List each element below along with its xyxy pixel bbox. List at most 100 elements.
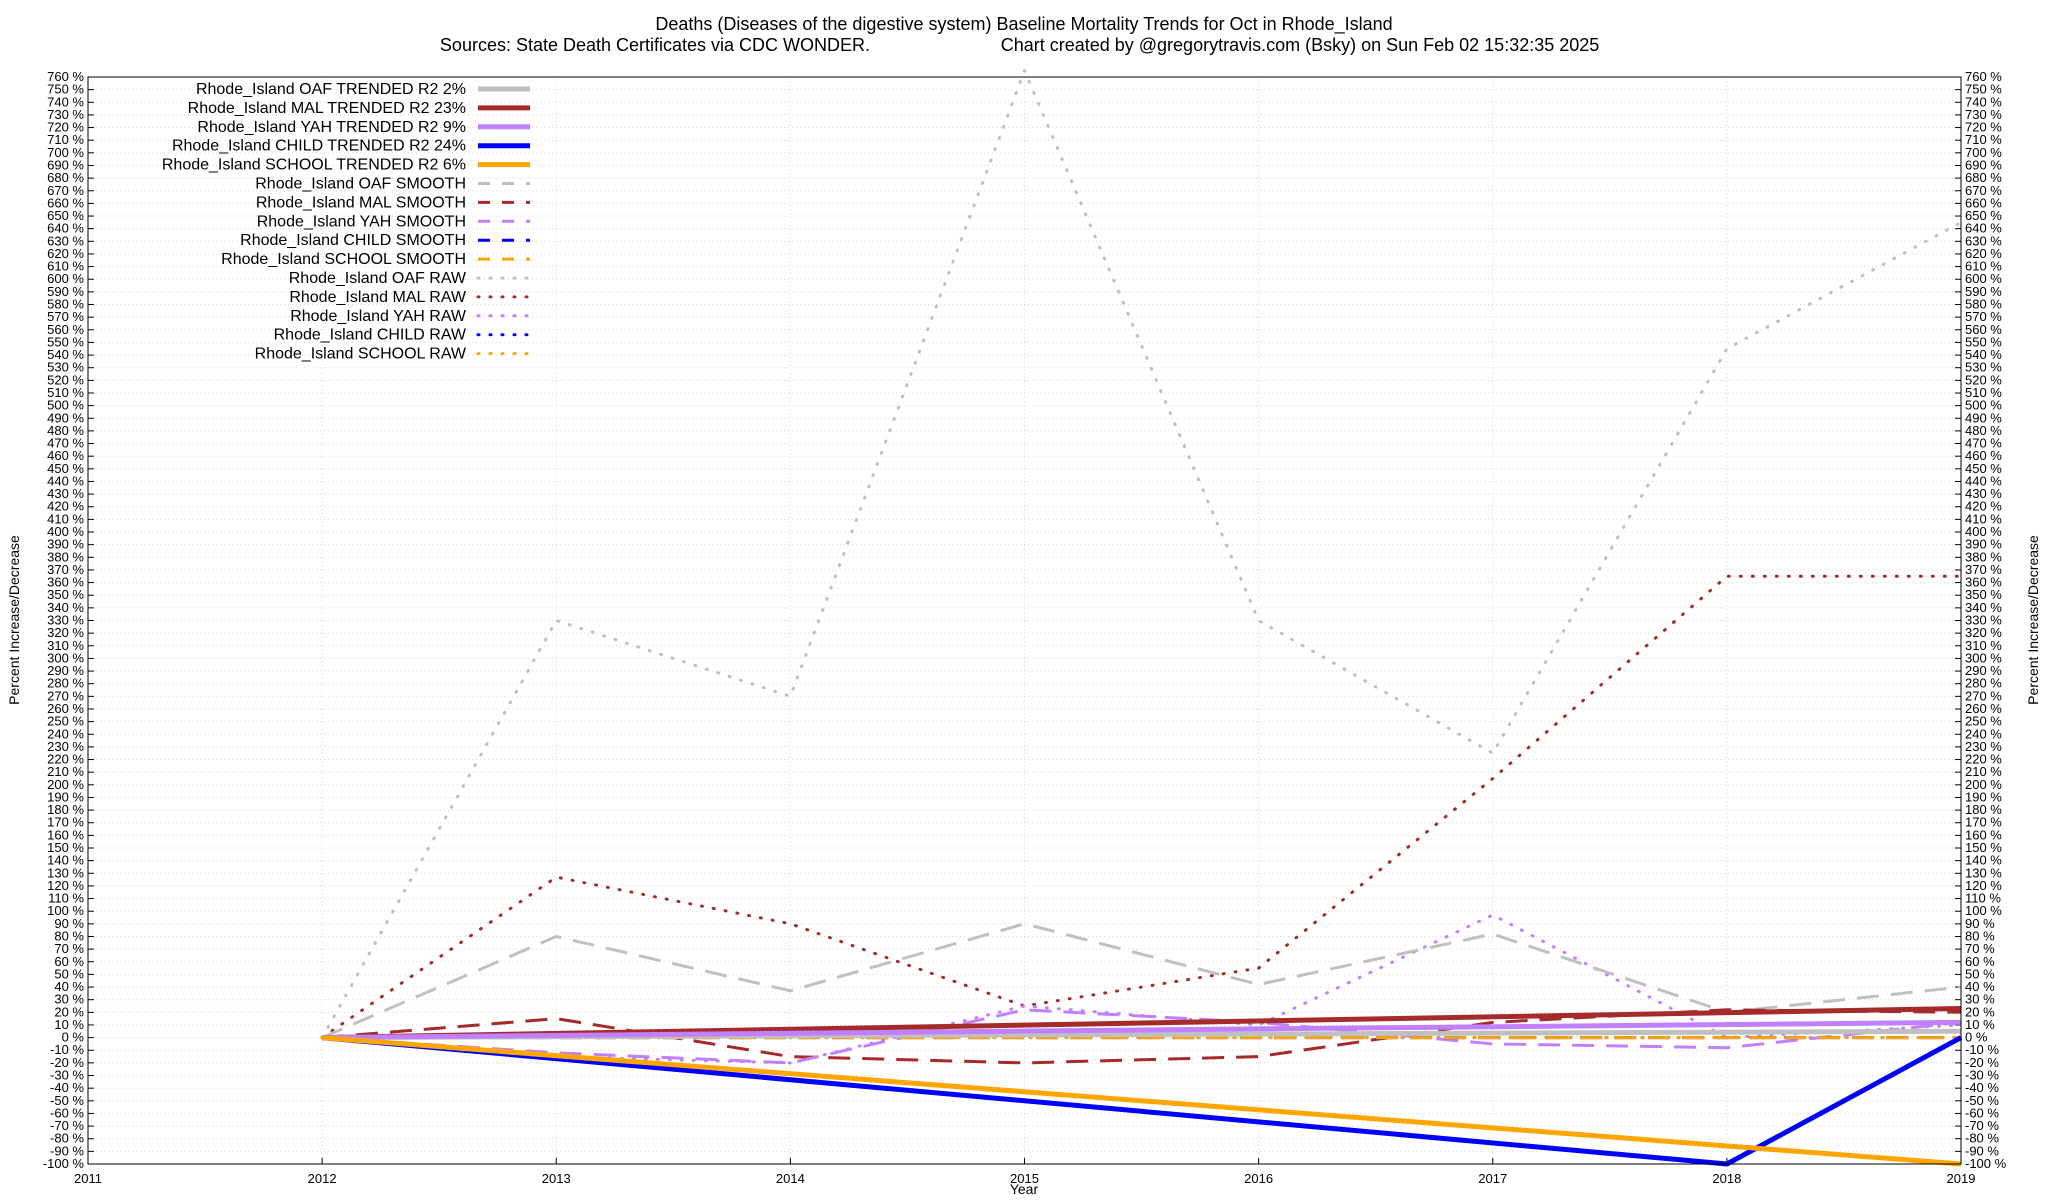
y-tick-label-left: 100 % [47, 903, 84, 918]
y-tick-label-left: -30 % [50, 1068, 84, 1083]
y-tick-label-right: 590 % [1965, 284, 2002, 299]
y-tick-label-left: 50 % [54, 966, 84, 981]
y-tick-label-left: 290 % [47, 663, 84, 678]
y-tick-label-right: 740 % [1965, 94, 2002, 109]
series-line-dotted-rhode-island-mal-raw [320, 574, 1963, 1040]
y-tick-label-left: -90 % [50, 1143, 84, 1158]
y-tick-label-right: 140 % [1965, 853, 2002, 868]
series-layer [320, 69, 1963, 1167]
y-tick-label-right: 190 % [1965, 789, 2002, 804]
y-tick-label-right: 600 % [1965, 271, 2002, 286]
y-tick-label-right: 250 % [1965, 714, 2002, 729]
y-tick-label-left: 150 % [47, 840, 84, 855]
series-line-dotted-rhode-island-oaf-raw [320, 69, 1963, 1040]
y-tick-label-left: -60 % [50, 1105, 84, 1120]
y-tick-label-right: 530 % [1965, 360, 2002, 375]
y-tick-label-left: 380 % [47, 549, 84, 564]
y-tick-label-left: 760 % [47, 69, 84, 84]
y-tick-label-left: 360 % [47, 575, 84, 590]
y-tick-label-left: 220 % [47, 752, 84, 767]
y-tick-label-left: 300 % [47, 650, 84, 665]
y-tick-label-left: 330 % [47, 613, 84, 628]
y-tick-label-left: 130 % [47, 865, 84, 880]
series-line-solid-rhode-island-yah-trended-r [322, 1019, 1962, 1041]
x-ticks: 2011 2012 2013 2014 2015 2016 2017 2018 2019 [74, 1171, 1975, 1186]
y-tick-label-left: 170 % [47, 815, 84, 830]
y-tick-label-right: 80 % [1965, 928, 1995, 943]
y-tick-label-left: 80 % [54, 928, 84, 943]
y-tick-label-left: 420 % [47, 499, 84, 514]
y-tick-label-left: 470 % [47, 436, 84, 451]
y-tick-label-right: -80 % [1965, 1131, 1999, 1146]
y-tick-label-left: 440 % [47, 473, 84, 488]
y-tick-label-left: 430 % [47, 486, 84, 501]
y-tick-label-left: 650 % [47, 208, 84, 223]
y-tick-label-left: 680 % [47, 170, 84, 185]
y-tick-label-right: 760 % [1965, 69, 2002, 84]
series-line-solid-rhode-island-school-trended-r [321, 1035, 1962, 1167]
y-tick-label-right: 470 % [1965, 436, 2002, 451]
y-tick-label-left: 10 % [54, 1017, 84, 1032]
y-tick-label-right: 480 % [1965, 423, 2002, 438]
y-tick-label-left: 260 % [47, 701, 84, 716]
y-tick-label-right: -10 % [1965, 1042, 1999, 1057]
y-tick-label-left: 610 % [47, 259, 84, 274]
y-tick-label-right: 120 % [1965, 878, 2002, 893]
y-tick-label-right: 400 % [1965, 524, 2002, 539]
y-tick-label-right: -30 % [1965, 1068, 1999, 1083]
y-tick-label-left: -80 % [50, 1131, 84, 1146]
y-tick-label-right: 200 % [1965, 777, 2002, 792]
y-tick-label-left: 410 % [47, 511, 84, 526]
y-tick-label-right: 300 % [1965, 650, 2002, 665]
y-tick-label-right: -50 % [1965, 1093, 1999, 1108]
y-tick-label-left: 500 % [47, 398, 84, 413]
y-tick-label-left: 20 % [54, 1004, 84, 1019]
y-tick-label-right: 430 % [1965, 486, 2002, 501]
legend-label: Rhode_Island YAH RAW [290, 308, 467, 325]
y-tick-label-right: -70 % [1965, 1118, 1999, 1133]
y-tick-label-right: 460 % [1965, 448, 2002, 463]
y-tick-label-right: -60 % [1965, 1105, 1999, 1120]
y-tick-label-left: 210 % [47, 764, 84, 779]
y-tick-label-right: 90 % [1965, 916, 1995, 931]
y-tick-label-right: 320 % [1965, 625, 2002, 640]
y-tick-label-left: 270 % [47, 688, 84, 703]
y-tick-label-left: 190 % [47, 789, 84, 804]
y-tick-label-right: 490 % [1965, 410, 2002, 425]
y-tick-label-right: 0 % [1965, 1030, 1988, 1045]
y-tick-label-left: 530 % [47, 360, 84, 375]
y-tick-label-left: 400 % [47, 524, 84, 539]
y-tick-label-left: 660 % [47, 195, 84, 210]
legend-label: Rhode_Island OAF TRENDED R2 2% [196, 81, 466, 98]
y-tick-label-left: 640 % [47, 221, 84, 236]
y-tick-label-right: 640 % [1965, 221, 2002, 236]
legend-label: Rhode_Island MAL RAW [289, 289, 467, 306]
y-tick-label-right: 390 % [1965, 537, 2002, 552]
y-tick-label-right: 70 % [1965, 941, 1995, 956]
y-tick-label-right: 100 % [1965, 903, 2002, 918]
y-tick-label-left: 30 % [54, 992, 84, 1007]
legend-label: Rhode_Island CHILD TRENDED R2 24% [172, 138, 466, 155]
y-tick-label-left: 250 % [47, 714, 84, 729]
y-tick-label-left: 630 % [47, 233, 84, 248]
y-tick-label-left: 110 % [48, 891, 84, 906]
legend-label: Rhode_Island MAL SMOOTH [256, 194, 466, 211]
y-tick-label-left: 590 % [47, 284, 84, 299]
y-axis-label-right: Percent Increase/Decrease [2025, 535, 2041, 705]
y-tick-label-right: 680 % [1965, 170, 2002, 185]
x-tick-label: 2019 [1947, 1171, 1976, 1186]
y-tick-label-right: 240 % [1965, 726, 2002, 741]
y-tick-label-right: 150 % [1965, 840, 2002, 855]
y-tick-label-right: 750 % [1965, 82, 2002, 97]
y-tick-label-right: 560 % [1965, 322, 2002, 337]
legend-label: Rhode_Island CHILD SMOOTH [240, 232, 466, 249]
y-axis-label-left: Percent Increase/Decrease [6, 535, 22, 705]
y-tick-label-right: 340 % [1965, 600, 2002, 615]
y-tick-label-right: 220 % [1965, 752, 2002, 767]
y-tick-label-left: 750 % [47, 82, 84, 97]
y-tick-label-left: 490 % [47, 410, 84, 425]
y-tick-label-right: 110 % [1965, 891, 2001, 906]
legend: Rhode_Island OAF TRENDED R2 2% Rhode_Isla… [162, 81, 532, 363]
x-tick-label: 2017 [1478, 1171, 1507, 1186]
